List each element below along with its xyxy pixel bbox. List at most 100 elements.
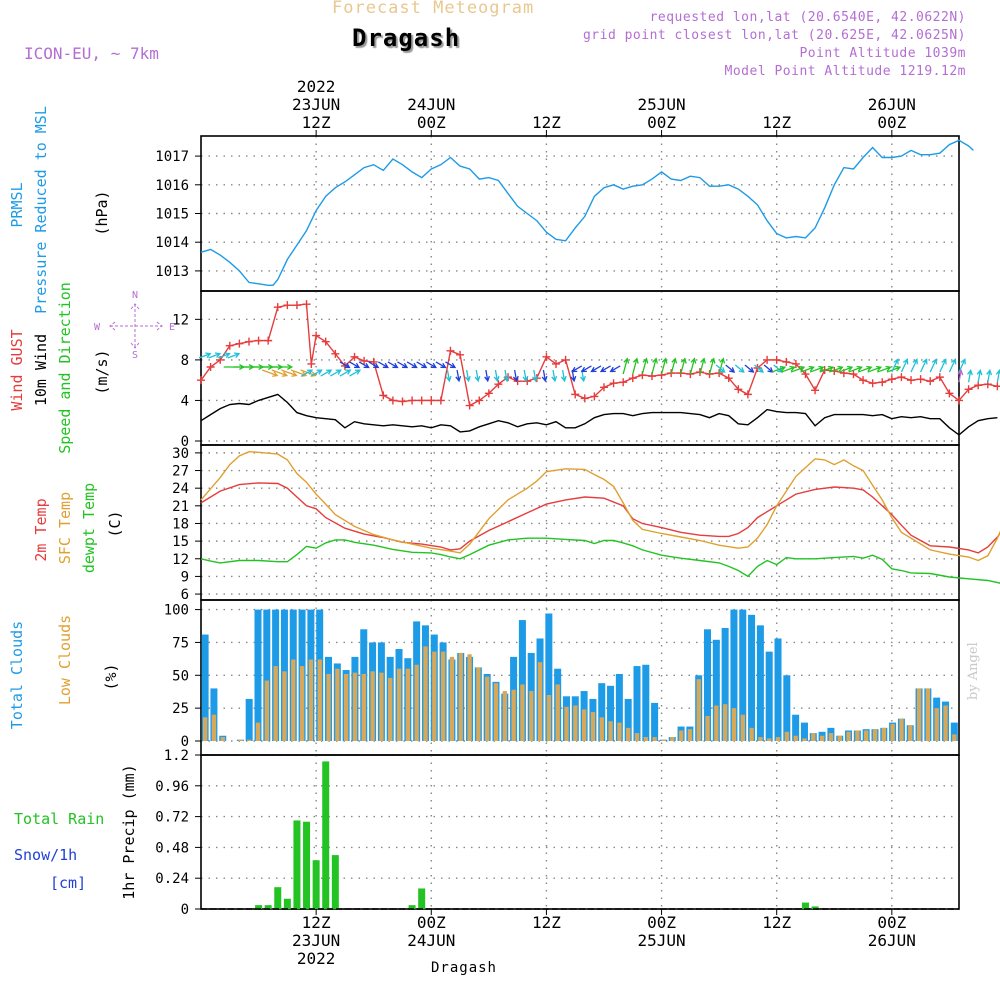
wind-arrow [857, 365, 873, 373]
wind-arrow [790, 365, 806, 373]
gust-marker [331, 349, 340, 358]
wind-arrow [708, 357, 716, 375]
low-cloud-bar [299, 666, 305, 741]
wind-arrow [699, 357, 706, 375]
rain-bar [408, 905, 416, 909]
wind-arrow [838, 365, 854, 373]
gust-marker [599, 383, 608, 392]
wind-arrow [406, 361, 418, 369]
wind-arrow [522, 369, 529, 383]
wind-arrow [670, 357, 678, 375]
gust-marker [955, 396, 963, 405]
low-cloud-bar [317, 659, 322, 741]
gust-marker [446, 346, 455, 355]
time-label: 12Z [762, 113, 791, 132]
total-cloud-bar [950, 722, 958, 741]
gust-marker [197, 376, 205, 385]
low-cloud-bar [396, 668, 402, 741]
gust-marker [456, 350, 465, 359]
wind-arrow [455, 369, 462, 383]
precip-unit: 1hr Precip (mm) [120, 764, 138, 899]
compass-west-label: W [94, 322, 101, 333]
total-cloud-bar [263, 609, 271, 741]
low-cloud-bar [837, 735, 842, 741]
y-tick-label: 12 [172, 552, 189, 568]
wind-arrow [877, 365, 892, 373]
low-cloud-bar [617, 722, 622, 741]
low-cloud-bar [414, 664, 419, 741]
total-cloud-bar [254, 609, 262, 741]
total-cloud-bar [756, 625, 764, 741]
low-cloud-bar [652, 737, 657, 741]
wind-arrow [551, 369, 558, 383]
dewpoint-label: dewpt Temp [80, 483, 98, 573]
gust-marker [292, 301, 301, 310]
gust-marker [283, 301, 292, 310]
gust-marker [935, 373, 944, 382]
low-cloud-bar [264, 680, 270, 741]
time-label: 23JUN [292, 931, 340, 950]
low-cloud-bar [634, 733, 640, 741]
y-tick-label: 50 [172, 668, 189, 684]
gust-marker [763, 355, 772, 364]
total-cloud-bar [624, 698, 632, 741]
low-cloud-bar [731, 708, 737, 741]
cloud-bars [201, 609, 958, 741]
low-cloud-bar [361, 673, 366, 741]
low-cloud-bar [643, 737, 649, 741]
y-tick-label: 0.48 [155, 840, 189, 856]
wind-arrow [474, 369, 481, 383]
wind-arrow [800, 365, 815, 373]
low-cloud-bar [423, 646, 428, 741]
y-tick-label: 0.96 [155, 779, 189, 795]
gust-marker [484, 389, 493, 398]
wind-arrow [689, 357, 697, 375]
total-cloud-bar [607, 685, 615, 741]
time-label: 12Z [762, 913, 791, 932]
low-cloud-bar [590, 712, 596, 741]
y-tick-label: 6 [181, 587, 189, 603]
rain-bar [283, 898, 291, 909]
low-cloud-bar [344, 673, 349, 741]
rain-bar [312, 860, 320, 909]
gust-marker [264, 336, 273, 345]
low-cloud-bar [934, 708, 939, 741]
time-label: 23JUN [292, 95, 340, 114]
low-cloud-bar [485, 676, 490, 741]
wind-arrow [227, 352, 241, 359]
gust-marker [743, 390, 752, 399]
rain-bar [293, 820, 301, 909]
y-tick-label: 21 [172, 499, 189, 515]
gust-marker [307, 359, 316, 368]
wind-arrow [771, 365, 787, 373]
gust-marker [350, 352, 359, 361]
y-tick-label: 18 [172, 516, 189, 532]
gust-marker [878, 378, 887, 387]
low-cloud-bar [282, 671, 287, 741]
wind-arrow [809, 365, 825, 373]
wind-arrow [464, 369, 471, 383]
wind-speed-line [200, 393, 998, 436]
gust-marker [427, 396, 436, 405]
compass-rose: N S W E [94, 290, 175, 361]
wind-arrow [641, 357, 649, 375]
total-cloud-bar [633, 666, 641, 741]
gust-marker [897, 373, 906, 382]
gust-marker [388, 396, 397, 405]
low-cloud-bar [775, 737, 781, 741]
wind-arrow [387, 361, 399, 369]
wind-arrow [358, 361, 370, 369]
y-tick-label: 30 [172, 446, 189, 462]
low-cloud-bar [767, 738, 772, 741]
low-cloud-bar [872, 729, 878, 741]
rain-bar [331, 855, 339, 909]
wind-arrow [599, 365, 611, 373]
wind-arrow [744, 364, 755, 373]
wind-arrow [734, 364, 745, 373]
wind-arrow [958, 358, 966, 373]
clouds-unit: (%) [102, 663, 120, 690]
low-cloud-bar [273, 666, 278, 741]
wind-arrow [891, 358, 899, 373]
low-cloud-bar [661, 739, 666, 741]
low-cloud-bar [855, 730, 860, 741]
